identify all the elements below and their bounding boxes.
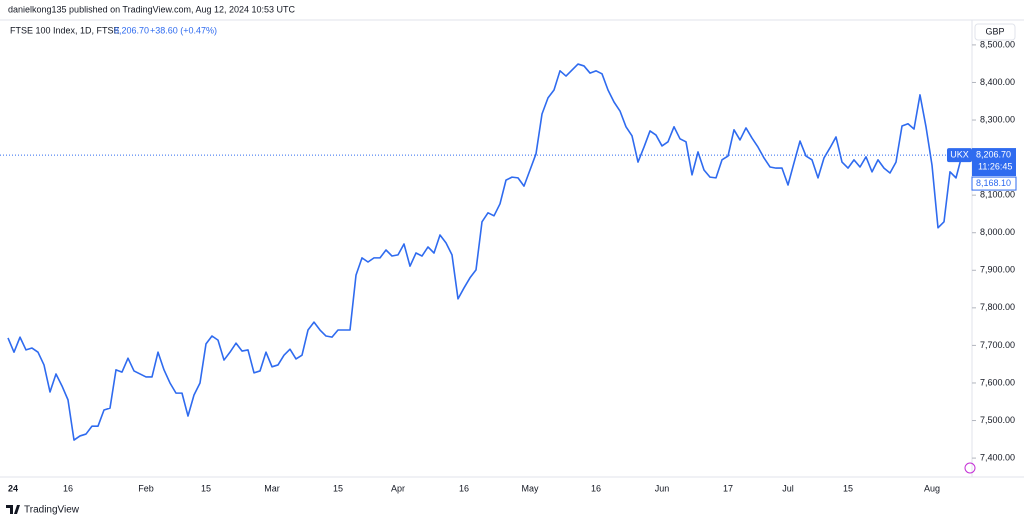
y-tick-label: 7,800.00 [980,302,1015,312]
y-tick-label: 7,700.00 [980,340,1015,350]
x-tick-label: 17 [723,483,733,493]
x-tick-label: Mar [264,483,280,493]
x-tick-label: Apr [391,483,405,493]
prev-close-label: 8,168.10 [976,178,1011,188]
price-tag [947,148,972,163]
x-tick-label: 15 [333,483,343,493]
brand: TradingView [24,505,80,516]
currency-box[interactable] [974,23,1016,41]
x-tick-label: Feb [138,483,154,493]
y-tick-label: 8,000.00 [980,227,1015,237]
y-tick-label: 8,400.00 [980,77,1015,87]
prev-close-tag [971,176,1017,191]
y-tick-label: 7,600.00 [980,377,1015,387]
x-tick-label: Jul [782,483,794,493]
price-tag [972,148,1016,177]
x-tick-label: 16 [63,483,73,493]
marker-icon[interactable] [964,462,976,474]
y-tick-label: 7,400.00 [980,452,1015,462]
x-tick-label: Aug [924,483,940,493]
currency: GBP [985,26,1004,36]
x-tick-label: Jun [655,483,670,493]
y-tick-label: 8,300.00 [980,114,1015,124]
y-tick-label: 8,500.00 [980,39,1015,49]
countdown: 11:26:45 [978,161,1012,171]
price-line [7,63,963,441]
y-tick-label: 7,500.00 [980,415,1015,425]
y-tick-label: 8,100.00 [980,190,1015,200]
tradingview-logo [6,505,20,514]
x-tick-label: May [521,483,539,493]
x-tick-label: 16 [459,483,469,493]
chart-title: FTSE 100 Index, 1D, FTSE [10,25,120,35]
publisher: danielkong135 published on TradingView.c… [8,4,296,14]
change: +38.60 (+0.47%) [150,25,217,35]
x-tick-label: 15 [843,483,853,493]
x-tick-label: 16 [591,483,601,493]
symbol-label: UKX [950,149,969,159]
x-tick-label: 15 [201,483,211,493]
x-tick-label: 24 [8,483,18,493]
last-price: 8,206.70 [114,25,149,35]
last-price-label: 8,206.70 [976,149,1011,159]
y-tick-label: 7,900.00 [980,265,1015,275]
